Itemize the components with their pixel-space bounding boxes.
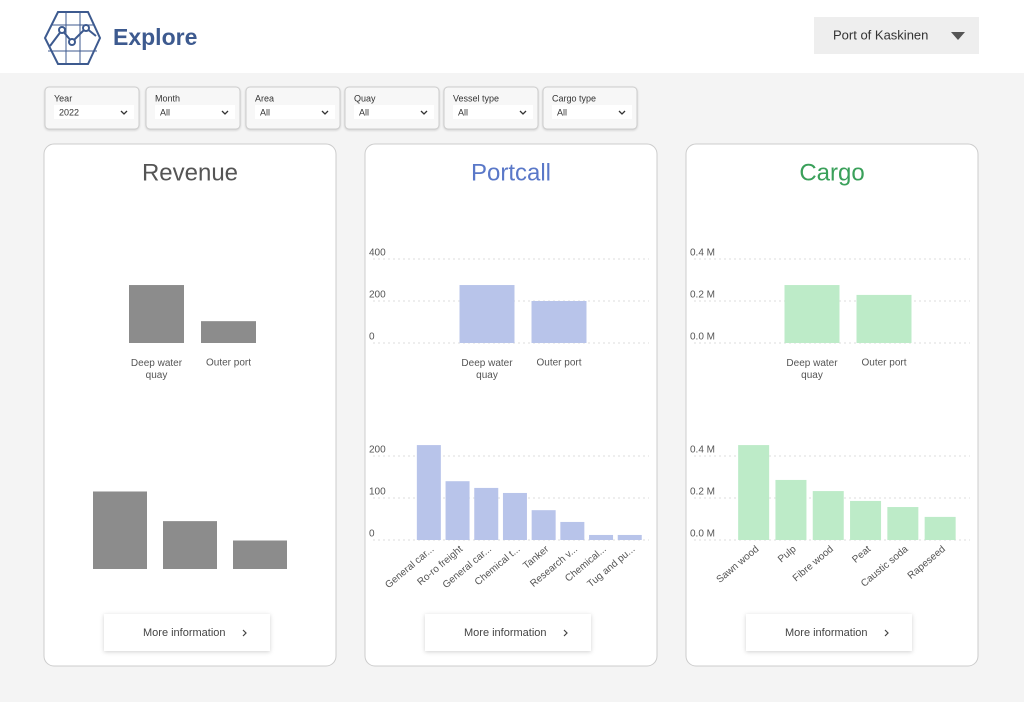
filter-label: Cargo type [552,93,596,103]
bar [589,534,614,540]
bar [924,516,956,540]
y-tick-label: 100 [369,487,386,498]
bar [93,491,147,569]
more-info-label: More information [785,627,868,639]
filter-value: All [557,107,567,117]
bar [850,500,882,540]
y-tick-label: 0.4 M [690,248,715,259]
bar [812,491,844,540]
bar [416,445,441,540]
filter-chevron [420,110,428,115]
panel-title: Revenue [142,159,238,186]
bar [784,285,840,343]
more-info-chevron [242,629,247,637]
bar [856,294,912,343]
y-tick-label: 0 [369,529,375,540]
header-title: Explore [113,24,197,50]
filter-chevron [618,110,626,115]
more-info-button[interactable] [104,614,270,651]
port-name: Port of Kaskinen [833,27,928,42]
filter-value: All [160,107,170,117]
bar [775,479,807,540]
y-tick-label: 0.0 M [690,332,715,343]
panel [685,143,979,667]
filter-select [255,105,335,119]
panel [43,143,337,667]
bar [233,540,287,569]
filter-value: 2022 [59,107,79,117]
more-info-label: More information [143,627,226,639]
y-tick-label: 0.4 M [690,445,715,456]
filter-label: Month [155,93,180,103]
y-tick-label: 200 [369,290,386,301]
dropdown-arrow [951,32,965,40]
more-info-chevron [884,629,889,637]
more-info-button[interactable] [425,614,591,651]
bar [560,521,585,540]
panel-title: Portcall [471,159,551,186]
filter-label: Area [255,93,274,103]
filter-select [453,105,533,119]
y-tick-label: 0.2 M [690,290,715,301]
bar [459,285,515,343]
x-tick-label: Deep water quay [131,358,183,381]
filter-value: All [458,107,468,117]
filter-select [354,105,434,119]
bar [129,285,184,343]
panel-title: Cargo [799,159,864,186]
bar [887,507,919,540]
x-tick-label: Outer port [536,358,581,369]
filter-chevron [321,110,329,115]
bar [163,521,217,569]
x-tick-label: Deep water quay [786,358,838,381]
bar [474,487,499,540]
filter-label: Quay [354,93,376,103]
filter-select [155,105,235,119]
y-tick-label: 0.2 M [690,487,715,498]
filter-value: All [260,107,270,117]
port-dropdown[interactable] [814,17,979,54]
y-tick-label: 0 [369,332,375,343]
x-tick-label: Outer port [206,358,251,369]
filter-select [552,105,632,119]
filter-select [54,105,134,119]
filter-label: Vessel type [453,93,499,103]
more-info-label: More information [464,627,547,639]
filter-chevron [519,110,527,115]
more-info-button[interactable] [746,614,912,651]
bar [201,321,256,343]
filter-chevron [221,110,229,115]
bar [617,534,642,540]
x-tick-label: Deep water quay [461,358,513,381]
y-tick-label: 200 [369,445,386,456]
filter-label: Year [54,93,72,103]
logo [43,11,102,65]
y-tick-label: 0.0 M [690,529,715,540]
filter-chevron [120,110,128,115]
bar [502,492,527,540]
bar [445,481,470,540]
filter-value: All [359,107,369,117]
panel [364,143,658,667]
x-tick-label: Outer port [861,358,906,369]
bar [531,510,556,540]
bar [531,301,587,343]
more-info-chevron [563,629,568,637]
y-tick-label: 400 [369,248,386,259]
bar [738,445,770,540]
